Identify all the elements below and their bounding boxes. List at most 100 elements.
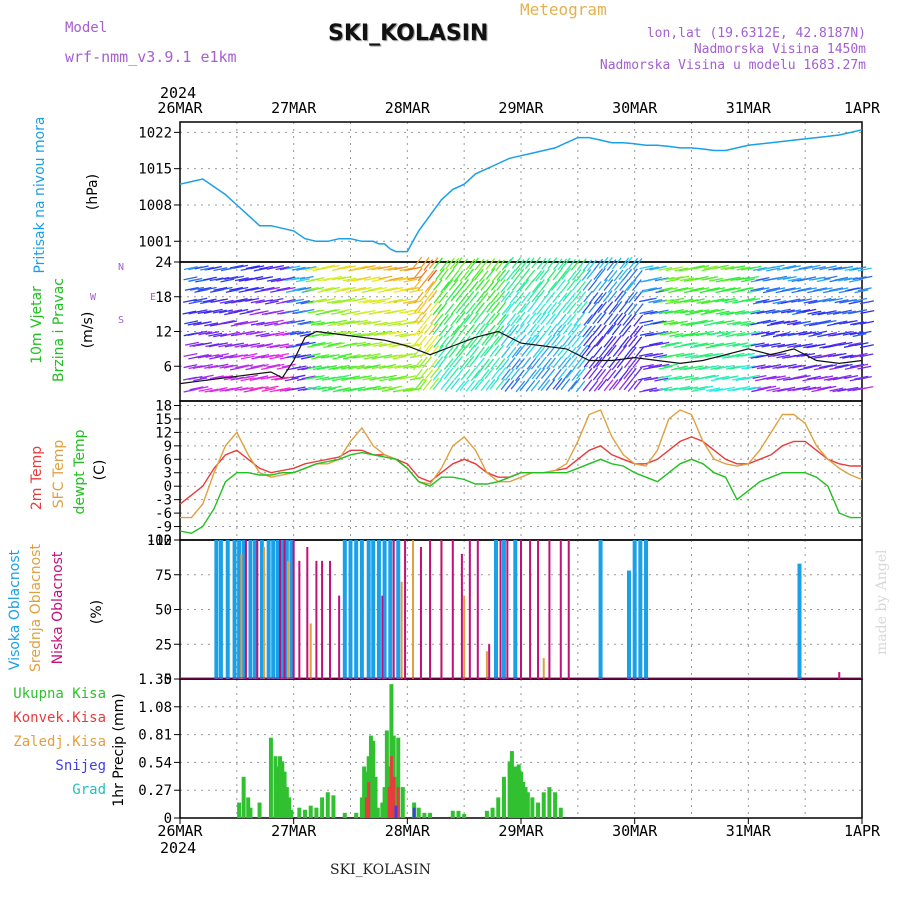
wind-barb [389, 286, 404, 292]
cloud-bar [520, 540, 522, 679]
wind-barb [373, 286, 388, 291]
model-altitude-label: Nadmorska Visina u modelu 1683.27m [599, 58, 866, 73]
wind-barb [443, 279, 454, 291]
wind-barb [561, 335, 572, 347]
wind-barb [453, 368, 464, 381]
wind-barb [731, 265, 746, 270]
wind-barb [806, 264, 821, 269]
wind-barb [606, 259, 617, 271]
wind-barb [695, 265, 710, 270]
footer-station: SKI_KOLASIN [330, 862, 431, 878]
cloud-bar [348, 540, 353, 679]
wind-barb [807, 289, 822, 294]
wind-barb [413, 324, 424, 337]
wind-barb [598, 279, 608, 291]
wind-barb [412, 358, 423, 371]
wind-barb [556, 313, 567, 326]
wind-barb [330, 342, 345, 347]
wind-barb [807, 386, 822, 391]
wind-barb [393, 288, 408, 294]
wind-barb [366, 353, 381, 358]
wind-barb [480, 313, 490, 325]
wind-barb [188, 300, 203, 305]
wind-barb [469, 257, 479, 270]
wind-barb [626, 313, 637, 326]
wind-barb [787, 287, 802, 292]
wind-barb [796, 385, 811, 390]
wind-barb [747, 265, 762, 270]
wind-barb [583, 314, 594, 326]
wind-barb [608, 356, 619, 369]
wind-barb [409, 354, 424, 359]
wind-barb [776, 308, 791, 313]
wind-barb [828, 266, 843, 271]
wind-barb [188, 375, 203, 380]
wind-barb [341, 265, 356, 270]
wind-barb [654, 277, 669, 282]
wind-barb [468, 281, 479, 293]
wind-barb [414, 301, 424, 314]
precip-bar [237, 802, 242, 818]
wind-barb [438, 291, 449, 304]
wind-barb [822, 310, 837, 315]
y-tick-label: 100 [147, 533, 172, 549]
cloud-bar [232, 540, 237, 679]
temperature-series-line-2 [179, 451, 862, 535]
wind-barb [275, 353, 290, 358]
wind-barb [848, 300, 863, 305]
wind-barb [291, 374, 306, 379]
wind-barb [307, 320, 322, 325]
y-tick-label: 1.35 [138, 672, 172, 688]
wind-barb [506, 336, 516, 349]
wind-barb [726, 342, 741, 347]
wind-barb [310, 321, 325, 326]
wind-barb [510, 314, 520, 327]
wind-barb [220, 320, 235, 325]
wind-barb [803, 344, 818, 349]
wind-barb [409, 320, 424, 325]
wind-barb [423, 322, 434, 335]
wind-barb [402, 309, 417, 314]
wind-barb [459, 292, 469, 305]
wind-barb [215, 276, 230, 281]
wind-barb [786, 298, 801, 303]
wind-barb [357, 286, 372, 291]
precip-bar [541, 792, 546, 818]
wind-barb [787, 321, 801, 326]
compass-east: E [150, 292, 156, 303]
wind-barb [476, 290, 486, 303]
wind-barb [403, 278, 418, 283]
wind-barb [710, 377, 725, 382]
cloud-bar [838, 672, 841, 679]
wind-barb [540, 279, 551, 291]
wind-barb [455, 311, 466, 324]
wind-barb [468, 336, 479, 349]
y-tick-label: -3 [155, 493, 172, 509]
wind-barb [480, 346, 490, 358]
wind-barb [844, 386, 859, 391]
wind-barb [397, 363, 412, 368]
wind-barb [494, 334, 505, 346]
wind-barb [285, 330, 300, 335]
cloud-bar [476, 540, 479, 679]
precip-bar [354, 812, 359, 818]
wind-barb [571, 290, 582, 303]
wind-barb [648, 341, 663, 346]
wind-barb [336, 286, 351, 291]
wind-barb [859, 300, 874, 305]
wind-barb [254, 288, 269, 293]
wind-barb [505, 301, 516, 314]
cloud-bar [286, 560, 289, 679]
wind-barb [710, 342, 725, 347]
y-tick-label: 1008 [138, 198, 172, 214]
wind-barb [524, 257, 535, 270]
wind-barb [480, 358, 490, 371]
wind-barb [593, 258, 604, 271]
top-year-label: 2024 [160, 84, 196, 102]
wind-barb [596, 355, 606, 368]
wind-barb [680, 375, 695, 380]
wind-barb [765, 309, 780, 314]
wind-barb [706, 287, 720, 292]
wind-barb [212, 309, 227, 314]
wind-barb [663, 321, 678, 326]
